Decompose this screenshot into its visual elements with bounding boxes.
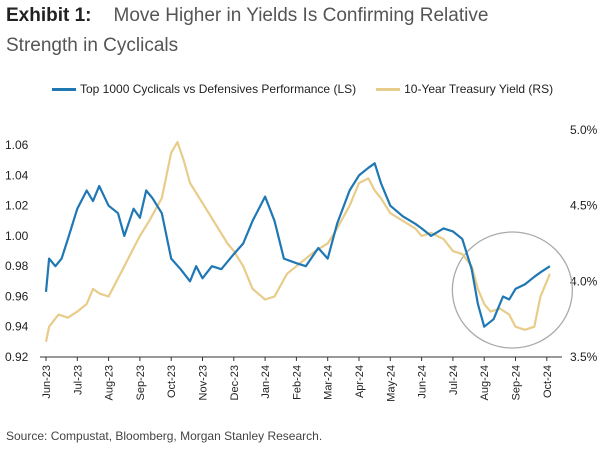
y-left-tick-label: 1.04 bbox=[5, 168, 29, 182]
chart-title: Exhibit 1: Move Higher in Yields Is Confi… bbox=[6, 5, 488, 27]
y-left-tick-label: 0.96 bbox=[5, 289, 29, 303]
legend-label-treasury: 10-Year Treasury Yield (RS) bbox=[404, 82, 554, 96]
chart-title-line2: Strength in Cyclicals bbox=[6, 35, 179, 56]
x-tick-label: Jan-24 bbox=[260, 365, 272, 399]
x-tick-label: Sep-23 bbox=[135, 365, 147, 400]
x-tick-label: Sep-24 bbox=[511, 365, 523, 400]
y-left-tick-label: 1.02 bbox=[5, 199, 29, 213]
legend-label-cyclicals: Top 1000 Cyclicals vs Defensives Perform… bbox=[80, 82, 357, 96]
x-tick-label: Aug-23 bbox=[104, 365, 116, 400]
series-line-cyclicals-vs-defensives bbox=[44, 162, 551, 328]
y-left-tick-label: 1.06 bbox=[5, 138, 29, 152]
x-tick-label: Oct-24 bbox=[542, 365, 554, 398]
x-tick-label: Mar-24 bbox=[323, 365, 335, 400]
y-left-tick-label: 0.98 bbox=[5, 259, 29, 273]
x-tick-label: Feb-24 bbox=[291, 365, 303, 400]
x-tick-label: Jun-24 bbox=[417, 365, 429, 399]
x-tick-label: Jul-24 bbox=[448, 365, 460, 395]
chart-title-text: Move Higher in Yields Is Confirming Rela… bbox=[113, 5, 489, 26]
y-right-tick-label: 5.0% bbox=[570, 123, 598, 137]
legend-item-cyclicals: Top 1000 Cyclicals vs Defensives Perform… bbox=[52, 82, 356, 96]
y-left-tick-label: 0.94 bbox=[5, 320, 29, 334]
legend-swatch-treasury bbox=[376, 87, 401, 91]
x-tick-label: Jul-23 bbox=[72, 365, 84, 395]
legend: Top 1000 Cyclicals vs Defensives Perform… bbox=[52, 82, 573, 96]
y-right-tick-label: 4.5% bbox=[570, 199, 598, 213]
legend-swatch-cyclicals bbox=[52, 87, 76, 91]
highlight-circle bbox=[451, 231, 574, 349]
x-tick-label: Aug-24 bbox=[479, 365, 491, 400]
x-tick-label: Dec-23 bbox=[229, 365, 241, 400]
x-tick-label: May-24 bbox=[385, 365, 397, 402]
x-tick-label: Jun-23 bbox=[41, 365, 53, 399]
x-tick-label: Nov-23 bbox=[198, 365, 210, 400]
y-left-tick-label: 0.92 bbox=[5, 350, 29, 364]
y-right-tick-label: 3.5% bbox=[570, 350, 598, 364]
series-line-treasury-yield bbox=[44, 141, 551, 343]
exhibit-label: Exhibit 1: bbox=[6, 5, 92, 26]
y-right-tick-label: 4.0% bbox=[570, 274, 598, 288]
legend-item-treasury: 10-Year Treasury Yield (RS) bbox=[376, 82, 553, 96]
x-tick-label: Oct-23 bbox=[166, 365, 178, 398]
x-tick-label: Apr-24 bbox=[354, 365, 366, 398]
source-note: Source: Compustat, Bloomberg, Morgan Sta… bbox=[6, 429, 323, 443]
y-left-tick-label: 1.00 bbox=[5, 229, 29, 243]
